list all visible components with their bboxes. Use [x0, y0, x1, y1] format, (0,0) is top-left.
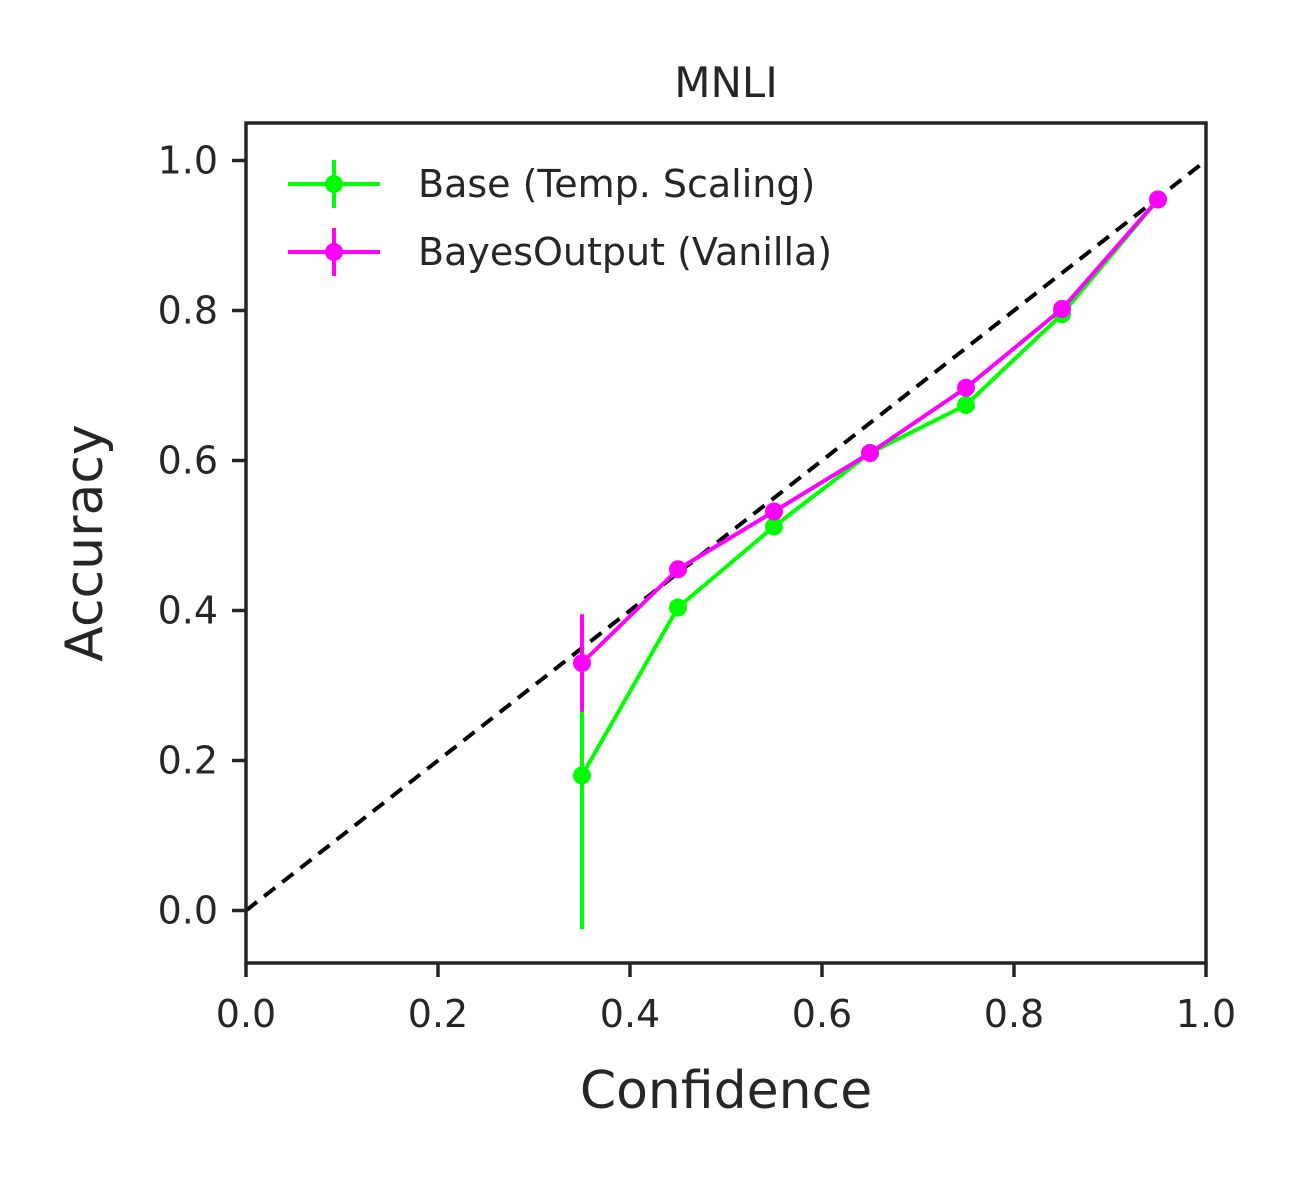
axes: 0.0 0.2 0.4 0.6 0.8 1.0 0.0 0.2 0.4 0.6 0.8 1.0 [158, 121, 1236, 1036]
legend-entry: BayesOutput (Vanilla) [288, 228, 832, 276]
data-point [573, 654, 591, 672]
chart-title: MNLI [674, 58, 777, 107]
x-tick-label: 0.4 [600, 992, 660, 1036]
y-tick-label: 0.0 [158, 889, 218, 933]
legend-label: BayesOutput (Vanilla) [418, 230, 832, 274]
legend-marker [325, 175, 343, 193]
y-tick-label: 0.4 [158, 589, 218, 633]
y-tick-label: 0.2 [158, 739, 218, 783]
data-point [669, 598, 687, 617]
legend-label: Base (Temp. Scaling) [418, 162, 815, 206]
data-point [957, 396, 975, 414]
series-line [580, 198, 1160, 777]
x-tick-label: 0.2 [408, 992, 468, 1036]
plot-area [246, 158, 1206, 930]
data-point [669, 560, 687, 579]
data-point [957, 378, 975, 397]
legend: Base (Temp. Scaling) BayesOutput (Vanilla… [288, 160, 832, 276]
plot-contents [246, 158, 1206, 930]
perfect-calibration-line [246, 158, 1206, 913]
y-axis-title: Accuracy [55, 424, 115, 661]
plot-frame [244, 121, 1208, 965]
y-tick-label: 1.0 [158, 139, 218, 183]
x-axis-title: Confidence [580, 1061, 872, 1121]
x-tick-label: 1.0 [1176, 992, 1236, 1036]
data-point [1149, 190, 1167, 209]
x-tick-label: 0.0 [216, 992, 276, 1036]
series-1 [573, 190, 1167, 712]
data-point [861, 444, 879, 462]
y-tick-label: 0.6 [158, 439, 218, 483]
series-0 [573, 190, 1167, 930]
data-point [573, 766, 591, 785]
data-point [1053, 300, 1071, 318]
x-tick-label: 0.6 [792, 992, 852, 1036]
data-point [765, 517, 783, 536]
legend-entry: Base (Temp. Scaling) [288, 160, 815, 208]
legend-marker [325, 243, 343, 261]
x-tick-label: 0.8 [984, 992, 1044, 1036]
y-tick-label: 0.8 [158, 289, 218, 333]
data-point [765, 502, 783, 521]
